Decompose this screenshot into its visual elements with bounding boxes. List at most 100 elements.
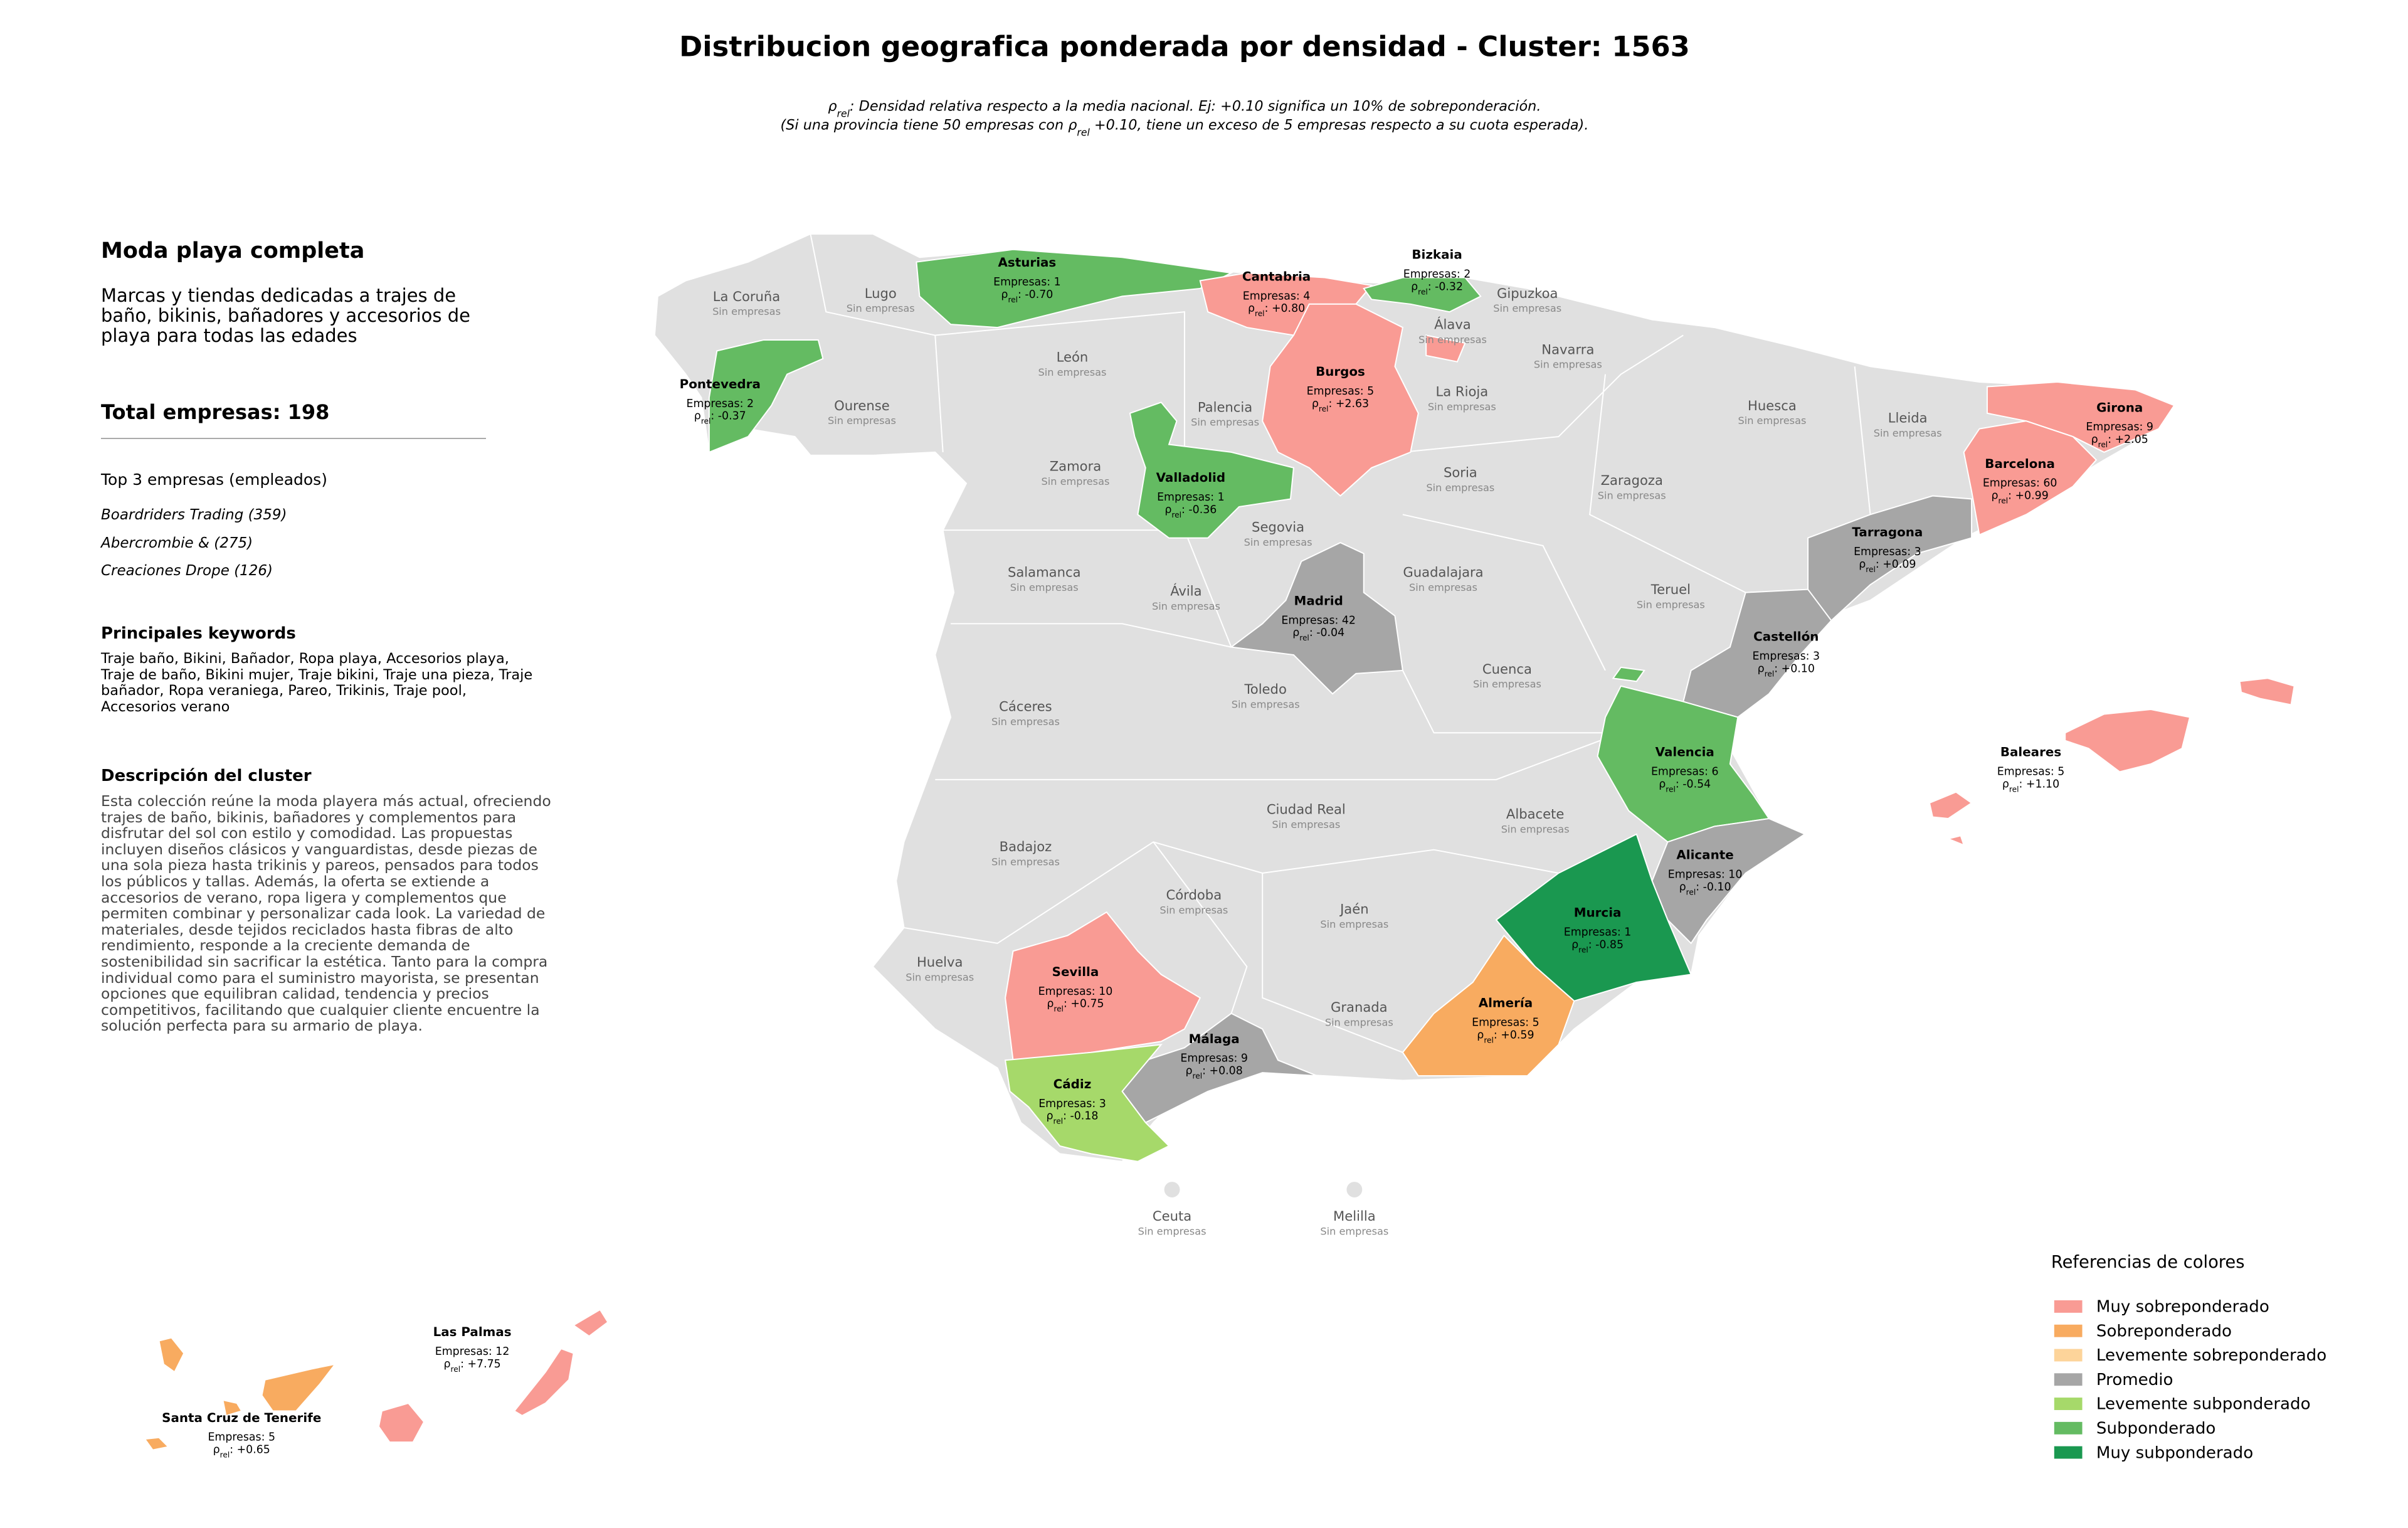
text-part: ρ [1859, 558, 1866, 571]
province-name: Pontevedra [680, 377, 761, 391]
subscript: rel [1484, 1036, 1494, 1044]
text-part: : +0.08 [1202, 1065, 1243, 1078]
subscript: rel [837, 107, 850, 119]
subscript: rel [1319, 405, 1329, 413]
text-part: : +0.10 [1774, 662, 1815, 675]
subtitle-line: (Si una provincia tiene 50 empresas con … [780, 117, 1588, 138]
legend-label: Subponderado [2096, 1419, 2215, 1438]
province-density: ρrel: -0.04 [1292, 627, 1344, 642]
text-part: ρ [1659, 778, 1666, 790]
subscript: rel [1686, 888, 1696, 896]
border [1402, 670, 1621, 734]
province-density: ρrel: +0.08 [1186, 1065, 1243, 1081]
border [951, 623, 1232, 648]
subscript: rel [1193, 1072, 1203, 1081]
province-name: Burgos [1316, 364, 1365, 379]
province-count: Sin empresas [1501, 823, 1570, 835]
province-density: ρrel: +0.65 [213, 1444, 270, 1460]
province-name: Lleida [1888, 410, 1928, 426]
province-density: ρrel: -0.32 [1411, 280, 1463, 296]
description: Esta colección reúne la moda playera más… [101, 792, 551, 1035]
text-part: : +0.99 [2008, 489, 2049, 502]
text-part: : +0.80 [1265, 302, 1306, 315]
province-shape [1682, 588, 1832, 718]
province-count: Sin empresas [1272, 819, 1340, 830]
province-name: Cuenca [1482, 661, 1532, 677]
province-name: Barcelona [1985, 457, 2055, 471]
province-shape [1229, 541, 1404, 695]
text-part: : +7.75 [460, 1358, 501, 1371]
text-part: +0.10, tiene un exceso de 5 empresas res… [1090, 117, 1589, 133]
province-density: ρrel: +0.80 [1248, 302, 1305, 318]
province-name: Melilla [1333, 1208, 1376, 1224]
subscript: rel [1054, 1005, 1064, 1014]
province-count: Empresas: 1 [1564, 926, 1632, 938]
subtitle: ρrel: Densidad relativa respecto a la me… [780, 98, 1588, 138]
border [1153, 841, 1248, 1014]
top-heading: Top 3 empresas (empleados) [101, 470, 327, 489]
province-shape [1402, 934, 1575, 1077]
legend-label: Levemente subponderado [2096, 1395, 2311, 1414]
province-name: Ceuta [1153, 1208, 1191, 1224]
province-shape [2064, 709, 2191, 773]
subscript: rel [701, 417, 711, 426]
legend-label: Levemente sobreponderado [2096, 1346, 2326, 1365]
text-part: ρ [694, 410, 701, 423]
subtitle-line: ρrel: Densidad relativa respecto a la me… [828, 98, 1541, 120]
province-count: Empresas: 5 [1307, 385, 1375, 398]
province-shape [916, 248, 1233, 329]
text-part: : -0.32 [1428, 280, 1463, 293]
subscript: rel [1299, 634, 1309, 642]
text-part: : Densidad relativa respecto a la media … [850, 98, 1541, 115]
subscript: rel [1077, 126, 1090, 138]
text-part: : +0.75 [1064, 998, 1104, 1011]
province-name: Zaragoza [1601, 472, 1663, 488]
province-count: Sin empresas [828, 415, 896, 427]
subscript: rel [1255, 309, 1265, 318]
province-count: Sin empresas [991, 856, 1060, 868]
province-name: Guadalajara [1403, 565, 1483, 580]
province-shape [1963, 420, 2098, 536]
province-count: Sin empresas [1428, 401, 1496, 413]
text-part: : -0.04 [1309, 627, 1344, 639]
province-density: ρrel: -0.85 [1571, 938, 1624, 954]
text-part: ρ [1186, 1065, 1193, 1078]
legend-label: Muy sobreponderado [2096, 1298, 2269, 1317]
text-part: : +2.63 [1328, 398, 1369, 410]
text-part: : -0.37 [710, 410, 746, 423]
text-part: ρ [828, 98, 837, 115]
province-density: ρrel: -0.36 [1164, 504, 1217, 519]
cluster-name: Moda playa completa [101, 238, 365, 263]
province-shape [1363, 277, 1482, 313]
province-shape [222, 1399, 243, 1417]
text-part: ρ [1248, 302, 1255, 315]
text-part: ρ [1411, 280, 1418, 293]
legend-swatch [2054, 1300, 2083, 1313]
text-part: ρ [1312, 398, 1319, 410]
subscript: rel [1008, 295, 1018, 304]
border [935, 732, 1622, 780]
province-name: Madrid [1294, 593, 1343, 608]
province-count: Empresas: 1 [993, 276, 1061, 289]
province-name: Tarragona [1852, 525, 1923, 539]
description-heading: Descripción del cluster [101, 767, 312, 785]
province-count: Sin empresas [1010, 581, 1079, 593]
text-part: ρ [1046, 1110, 1053, 1123]
province-name: Toledo [1244, 681, 1286, 697]
border [904, 841, 1559, 944]
subscript: rel [1999, 496, 2009, 505]
province-count: Empresas: 42 [1281, 614, 1356, 627]
legend-swatch [2054, 1421, 2083, 1435]
province-count: Empresas: 2 [1403, 268, 1471, 281]
border [810, 233, 944, 452]
province-shape [1005, 911, 1201, 1061]
province-count: Sin empresas [1138, 1226, 1207, 1238]
separator [101, 438, 486, 439]
legend-label: Sobreponderado [2096, 1322, 2232, 1340]
text-part: ρ [1477, 1029, 1484, 1041]
border [1402, 514, 1606, 671]
province-name: Santa Cruz de Tenerife [162, 1411, 321, 1425]
border [1262, 873, 1403, 1053]
province-name: Ávila [1170, 583, 1201, 599]
